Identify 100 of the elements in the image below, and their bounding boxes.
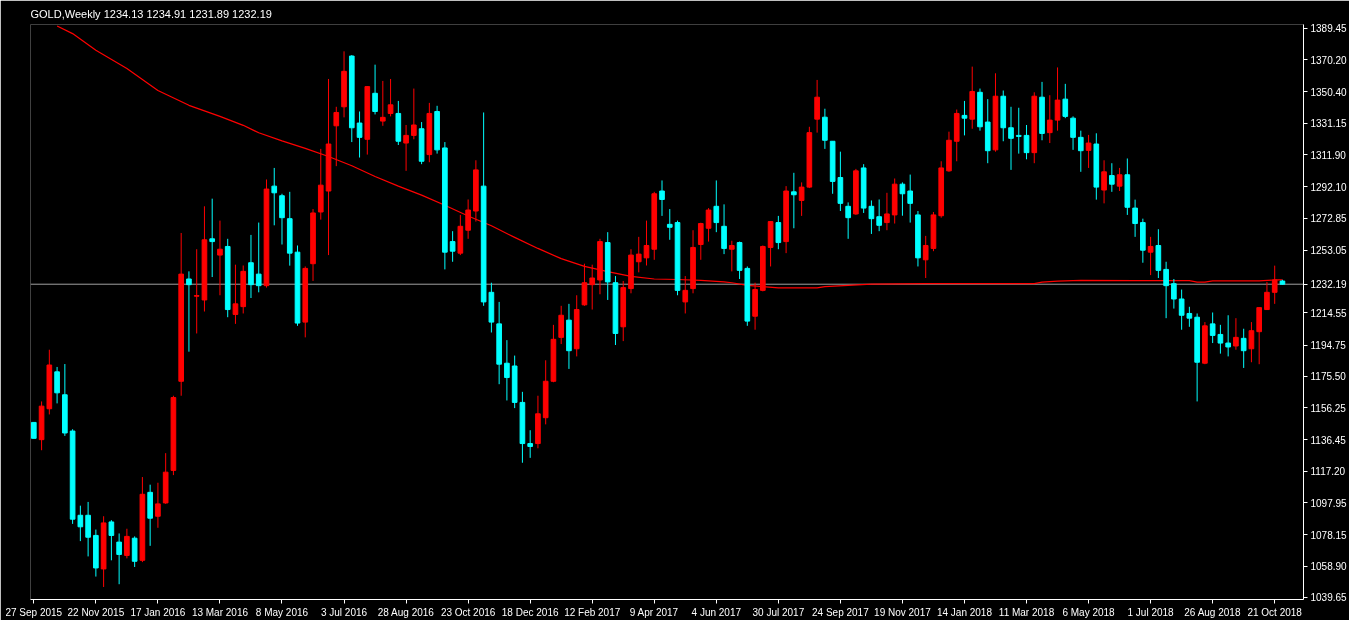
candlestick	[705, 207, 712, 243]
candlestick	[271, 167, 278, 226]
candlestick	[907, 174, 914, 224]
candlestick	[124, 528, 130, 559]
candlestick	[659, 179, 665, 217]
x-tick-label: 22 Nov 2015	[67, 606, 125, 618]
y-tick-label: 1370.20	[1310, 54, 1348, 66]
y-tick-label: 1058.90	[1310, 561, 1348, 572]
chart-title: GOLD,Weekly 1234.13 1234.91 1231.89 1232.19	[30, 7, 272, 20]
y-tick-label: 1039.65	[1310, 592, 1348, 604]
candlestick	[791, 172, 797, 229]
candlestick	[1070, 115, 1076, 151]
x-tick-label: 24 Sep 2017	[812, 606, 870, 618]
candlestick	[713, 179, 720, 233]
candlestick	[635, 236, 642, 273]
candlestick	[1077, 130, 1084, 173]
candlestick	[1147, 236, 1154, 276]
candlestick	[1240, 328, 1247, 369]
y-tick-label: 1389.45	[1310, 23, 1348, 35]
x-tick-label: 26 Aug 2018	[1184, 606, 1241, 618]
x-tick-label: 27 Sep 2015	[5, 606, 63, 618]
x-tick-label: 13 Mar 2016	[191, 606, 249, 618]
y-tick-label: 1136.45	[1310, 434, 1347, 446]
candlestick	[1015, 107, 1022, 155]
candlestick	[1008, 106, 1014, 171]
candlestick	[814, 79, 820, 134]
candlestick	[1109, 162, 1115, 193]
candlestick	[1116, 167, 1123, 192]
x-tick-label: 6 May 2018	[1062, 606, 1116, 618]
candlestick	[1233, 317, 1239, 351]
candlestick	[411, 88, 417, 140]
candlestick	[333, 106, 340, 167]
x-tick-label: 9 Apr 2017	[629, 606, 679, 618]
candlestick	[697, 222, 704, 261]
candlestick	[449, 230, 456, 263]
candlestick	[131, 535, 138, 568]
candlestick	[721, 203, 727, 255]
candlestick	[279, 193, 285, 246]
y-tick-label: 1175.50	[1310, 371, 1347, 383]
candlestick	[1171, 278, 1177, 310]
x-tick-label: 12 Feb 2017	[564, 606, 621, 618]
candlestick	[728, 240, 735, 272]
x-tick-label: 1 Jul 2018	[1127, 606, 1175, 618]
y-tick-label: 1253.05	[1310, 245, 1348, 257]
candlestick	[209, 198, 216, 278]
x-tick-label: 30 Jul 2017	[752, 606, 805, 618]
y-tick-label: 1331.15	[1310, 118, 1348, 130]
candlestick	[1248, 321, 1255, 363]
y-tick-label: 1311.90	[1310, 149, 1347, 161]
candlestick	[116, 532, 122, 585]
candlestick	[1163, 261, 1169, 319]
candlestick	[899, 181, 906, 217]
candlestick	[372, 64, 378, 115]
candlestick	[884, 192, 890, 231]
candlestick	[85, 501, 91, 557]
x-tick-label: 19 Nov 2017	[874, 606, 932, 618]
candlestick	[1046, 94, 1053, 144]
candlestick	[527, 429, 533, 459]
x-tick-label: 28 Aug 2016	[377, 606, 435, 618]
y-tick-label: 1292.10	[1310, 181, 1348, 193]
x-tick-label: 17 Jan 2016	[130, 606, 186, 618]
candlestick	[1085, 134, 1092, 169]
y-tick-label: 1194.75	[1310, 340, 1347, 352]
y-tick-label: 1350.40	[1310, 86, 1348, 98]
x-tick-label: 3 Jul 2016	[320, 606, 368, 618]
candlestick	[108, 519, 115, 561]
candlestick	[876, 198, 882, 232]
candlestick	[379, 80, 386, 127]
candlestick	[155, 482, 161, 529]
candlestick	[248, 234, 254, 299]
candlestick	[403, 124, 409, 172]
y-tick-label: 1078.15	[1310, 529, 1348, 541]
candlestick	[217, 220, 223, 296]
x-tick-label: 18 Dec 2016	[501, 606, 559, 618]
candlestick	[356, 111, 363, 159]
candlestick	[255, 222, 262, 293]
candlestick	[232, 264, 239, 325]
candlestick	[798, 181, 805, 217]
candlestick	[1132, 199, 1138, 238]
candlestick	[666, 208, 673, 241]
x-tick-label: 11 Mar 2018	[998, 606, 1055, 618]
x-tick-label: 21 Oct 2018	[1247, 606, 1303, 618]
candlestick	[465, 198, 471, 240]
y-tick-label: 1214.55	[1310, 307, 1348, 319]
x-tick-label: 8 May 2016	[255, 606, 309, 618]
candlestick	[387, 78, 394, 117]
candlestick	[1054, 66, 1061, 132]
y-tick-label: 1272.85	[1310, 213, 1348, 225]
candlestick	[1225, 314, 1231, 357]
candlestick	[1062, 83, 1069, 119]
candlestick	[504, 339, 510, 401]
x-tick-label: 4 Jun 2017	[691, 606, 742, 618]
candlestick	[822, 108, 828, 150]
x-tick-label: 23 Oct 2016	[440, 606, 496, 618]
candlestick	[775, 215, 782, 250]
candlestick	[54, 366, 60, 404]
y-tick-label: 1156.25	[1310, 402, 1347, 414]
x-tick-label: 14 Jan 2018	[936, 606, 993, 618]
candlestick	[186, 270, 192, 353]
candlestick	[961, 100, 968, 136]
